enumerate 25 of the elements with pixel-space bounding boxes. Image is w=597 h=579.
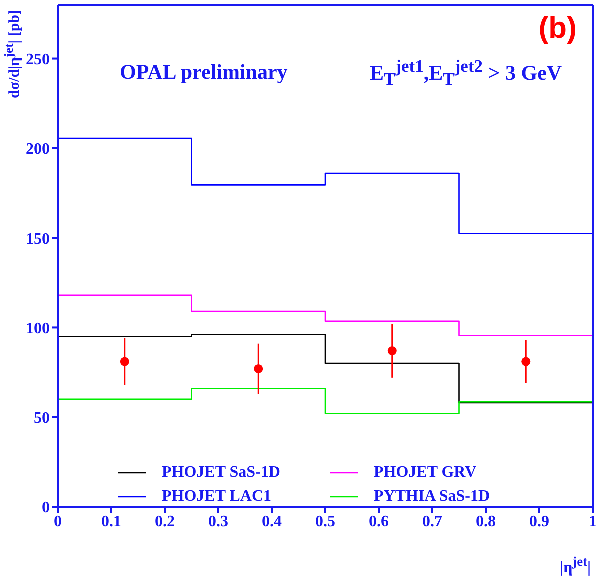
legend-label: PYTHIA SaS-1D xyxy=(373,487,492,507)
x-tick-label: 1 xyxy=(589,513,597,530)
legend-label: PHOJET SaS-1D xyxy=(161,463,282,483)
x-tick-label: 0.5 xyxy=(316,513,336,530)
x-tick-label: 0.2 xyxy=(155,513,175,530)
annotation: (b) xyxy=(538,12,577,46)
annotation: OPAL preliminary xyxy=(120,60,288,85)
x-tick-label: 0.3 xyxy=(208,513,228,530)
x-tick-label: 0.9 xyxy=(530,513,550,530)
x-axis-title: |η$^{jet}$| xyxy=(560,554,591,577)
legend-label: PHOJET LAC1 xyxy=(161,487,272,507)
y-tick-label: 200 xyxy=(26,141,50,158)
x-tick-label: 0 xyxy=(54,513,62,530)
x-tick-label: 0.1 xyxy=(102,513,122,530)
y-tick-label: 150 xyxy=(26,230,50,248)
y-tick-label: 250 xyxy=(26,51,50,68)
x-tick-label: 0.6 xyxy=(369,513,389,530)
x-tick-label: 0.7 xyxy=(422,513,442,530)
y-tick-label: 0 xyxy=(42,500,50,517)
y-tick-label: 50 xyxy=(34,410,50,428)
legend-label: PHOJET GRV xyxy=(373,463,478,483)
annotation: E$_{T}$$^{jet1}$,E$_{T}$$^{jet2}$ > 3 GeV xyxy=(370,56,562,90)
y-tick-label: 100 xyxy=(26,320,50,338)
x-tick-label: 0.4 xyxy=(262,513,282,530)
x-tick-label: 0.8 xyxy=(476,513,496,530)
